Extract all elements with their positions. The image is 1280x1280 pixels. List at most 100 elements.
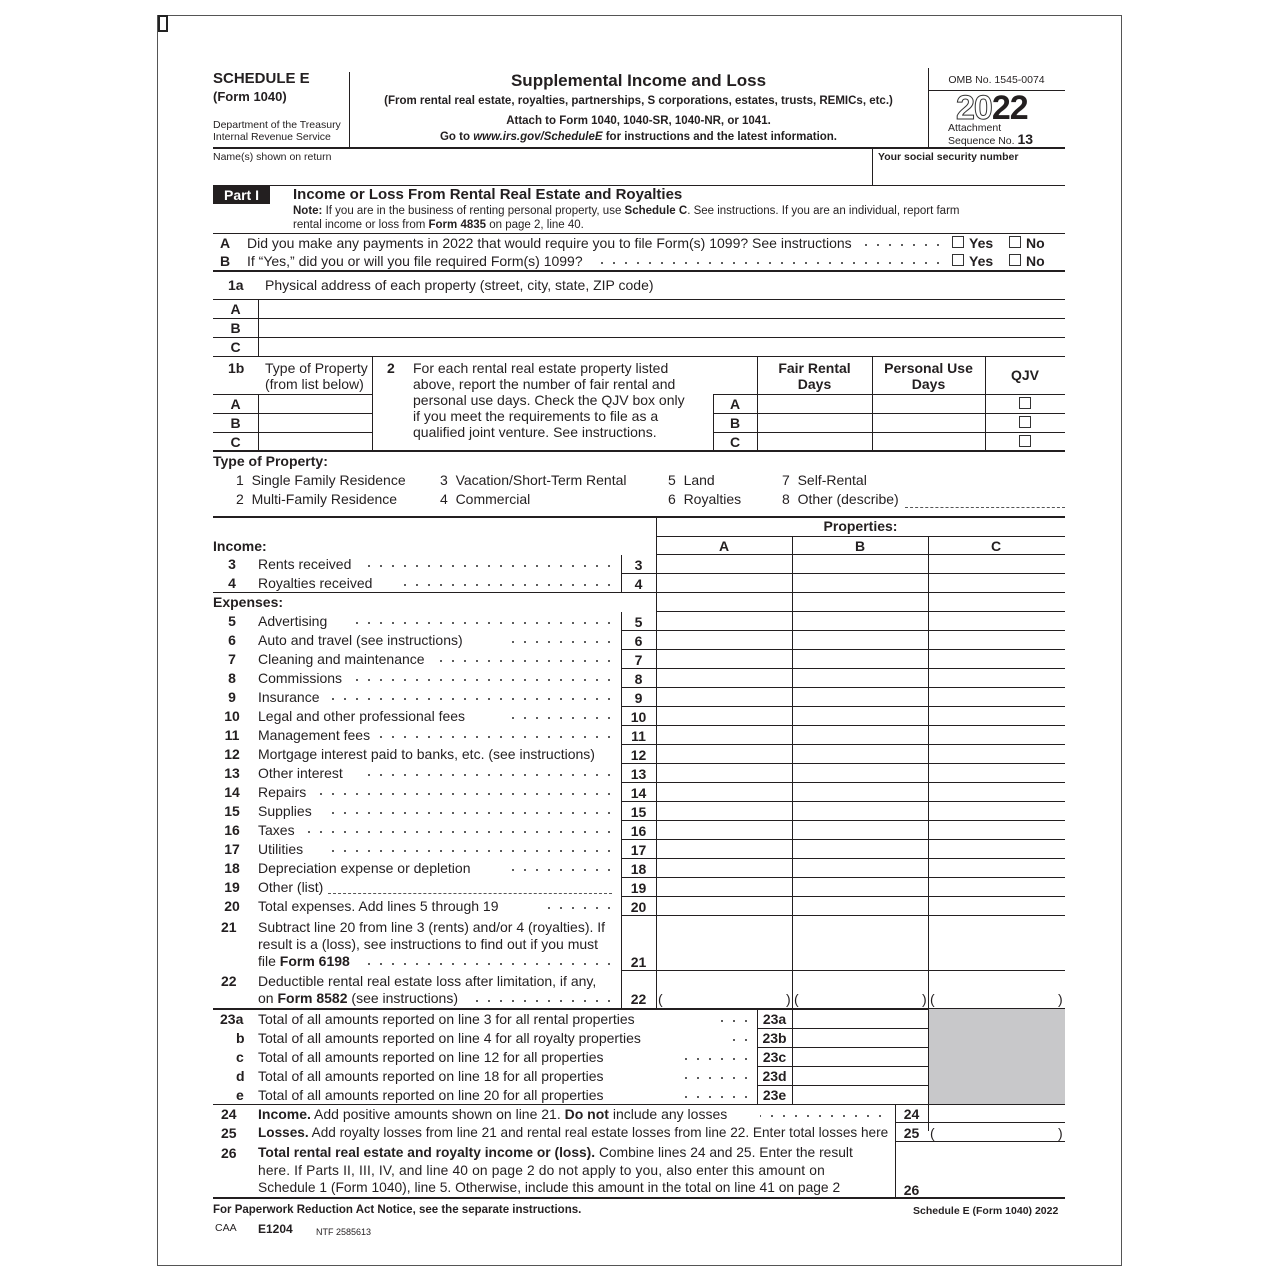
type-of-property-input-c[interactable] [259,433,371,450]
line-23b-input[interactable] [793,1029,927,1046]
line-10-property-c-input[interactable] [929,707,1064,725]
leader-dots [679,1095,752,1099]
line-number: 13 [224,765,240,781]
line-17-property-b-input[interactable] [793,840,928,858]
fair-rental-days-input-c[interactable] [758,433,871,450]
line-24-input[interactable] [929,1105,1065,1122]
line-label: Cleaning and maintenance [258,651,425,667]
personal-use-days-input-a[interactable] [873,395,984,412]
line-18-property-c-input[interactable] [929,859,1064,877]
line-3-property-a-input[interactable] [657,555,792,573]
line-22-property-c-input[interactable]: ( [930,991,935,1007]
qjv-checkbox-a[interactable] [1019,397,1031,409]
qjv-checkbox-b[interactable] [1019,416,1031,428]
question-b-no-checkbox[interactable] [1009,254,1021,266]
line-15-property-a-input[interactable] [657,802,792,820]
type-of-property-input-b[interactable] [259,414,371,431]
leader-dots [502,716,615,720]
line-16-property-c-input[interactable] [929,821,1064,839]
question-a-no-checkbox[interactable] [1009,236,1021,248]
line-23a-input[interactable] [793,1010,927,1027]
line-11-property-b-input[interactable] [793,726,928,744]
line-19-property-c-input[interactable] [929,878,1064,896]
line-12-property-c-input[interactable] [929,745,1064,763]
question-a-yes-checkbox[interactable] [952,236,964,248]
line-16-property-b-input[interactable] [793,821,928,839]
line-14-property-c-input[interactable] [929,783,1064,801]
personal-use-days-input-c[interactable] [873,433,984,450]
line-3-property-b-input[interactable] [793,555,928,573]
line-13-property-c-input[interactable] [929,764,1064,782]
line-3-property-c-input[interactable] [929,555,1064,573]
question-b-yes-checkbox[interactable] [952,254,964,266]
names-input[interactable] [213,164,871,184]
line-20-property-a-input[interactable] [657,897,792,915]
type-of-property-input-a[interactable] [259,395,371,412]
line-14-property-b-input[interactable] [793,783,928,801]
line-number: 16 [224,822,240,838]
line-15-property-c-input[interactable] [929,802,1064,820]
line-10-property-b-input[interactable] [793,707,928,725]
line-20-property-c-input[interactable] [929,897,1064,915]
line-13-property-a-input[interactable] [657,764,792,782]
line-25-input[interactable]: ( [930,1125,935,1141]
line-26-input[interactable] [929,1142,1065,1197]
address-input-c[interactable] [259,338,1065,355]
ssn-input[interactable] [874,164,1064,184]
line-23e-input[interactable] [793,1086,927,1103]
irs-link[interactable]: www.irs.gov/ScheduleE [473,131,603,143]
line-16-property-a-input[interactable] [657,821,792,839]
line-12-property-a-input[interactable] [657,745,792,763]
line-18-property-a-input[interactable] [657,859,792,877]
line-8-property-c-input[interactable] [929,669,1064,687]
line-4-property-b-input[interactable] [793,574,928,592]
line-4-property-a-input[interactable] [657,574,792,592]
leader-dots [325,811,615,815]
personal-use-days-input-b[interactable] [873,414,984,431]
divider [621,877,1065,878]
line-12-property-b-input[interactable] [793,745,928,763]
line-22-property-a-input[interactable]: ( [658,991,663,1007]
line-6-property-b-input[interactable] [793,631,928,649]
line-label: Taxes [258,822,295,838]
line-4-property-c-input[interactable] [929,574,1064,592]
line-6-property-a-input[interactable] [657,631,792,649]
line-13-property-b-input[interactable] [793,764,928,782]
line-8-property-b-input[interactable] [793,669,928,687]
fair-rental-days-input-b[interactable] [758,414,871,431]
line-9-property-a-input[interactable] [657,688,792,706]
line-23-label: Total of all amounts reported on line 20… [258,1087,604,1103]
line-17-property-a-input[interactable] [657,840,792,858]
line-5-property-a-input[interactable] [657,612,792,630]
address-input-b[interactable] [259,319,1065,336]
line-14-property-a-input[interactable] [657,783,792,801]
line-6-property-c-input[interactable] [929,631,1064,649]
line-23d-input[interactable] [793,1067,927,1084]
fair-rental-days-input-a[interactable] [758,395,871,412]
line-23c-input[interactable] [793,1048,927,1065]
line-7-property-b-input[interactable] [793,650,928,668]
line-11-property-c-input[interactable] [929,726,1064,744]
line-7-property-c-input[interactable] [929,650,1064,668]
line-8-property-a-input[interactable] [657,669,792,687]
line-17-property-c-input[interactable] [929,840,1064,858]
line-18-property-b-input[interactable] [793,859,928,877]
other-describe-input[interactable] [905,507,1065,508]
address-input-a[interactable] [259,300,1065,317]
line-19-property-b-input[interactable] [793,878,928,896]
line-5-property-b-input[interactable] [793,612,928,630]
line-5-property-c-input[interactable] [929,612,1064,630]
line-15-property-b-input[interactable] [793,802,928,820]
qjv-checkbox-c[interactable] [1019,435,1031,447]
leader-dots [375,735,615,739]
line-9-property-b-input[interactable] [793,688,928,706]
line-9-property-c-input[interactable] [929,688,1064,706]
other-list-input[interactable] [328,893,612,894]
line-7-property-a-input[interactable] [657,650,792,668]
line-11-property-a-input[interactable] [657,726,792,744]
line-20-property-b-input[interactable] [793,897,928,915]
line-19-property-a-input[interactable] [657,878,792,896]
line-22-property-b-input[interactable]: ( [794,991,799,1007]
divider [621,840,622,859]
line-10-property-a-input[interactable] [657,707,792,725]
